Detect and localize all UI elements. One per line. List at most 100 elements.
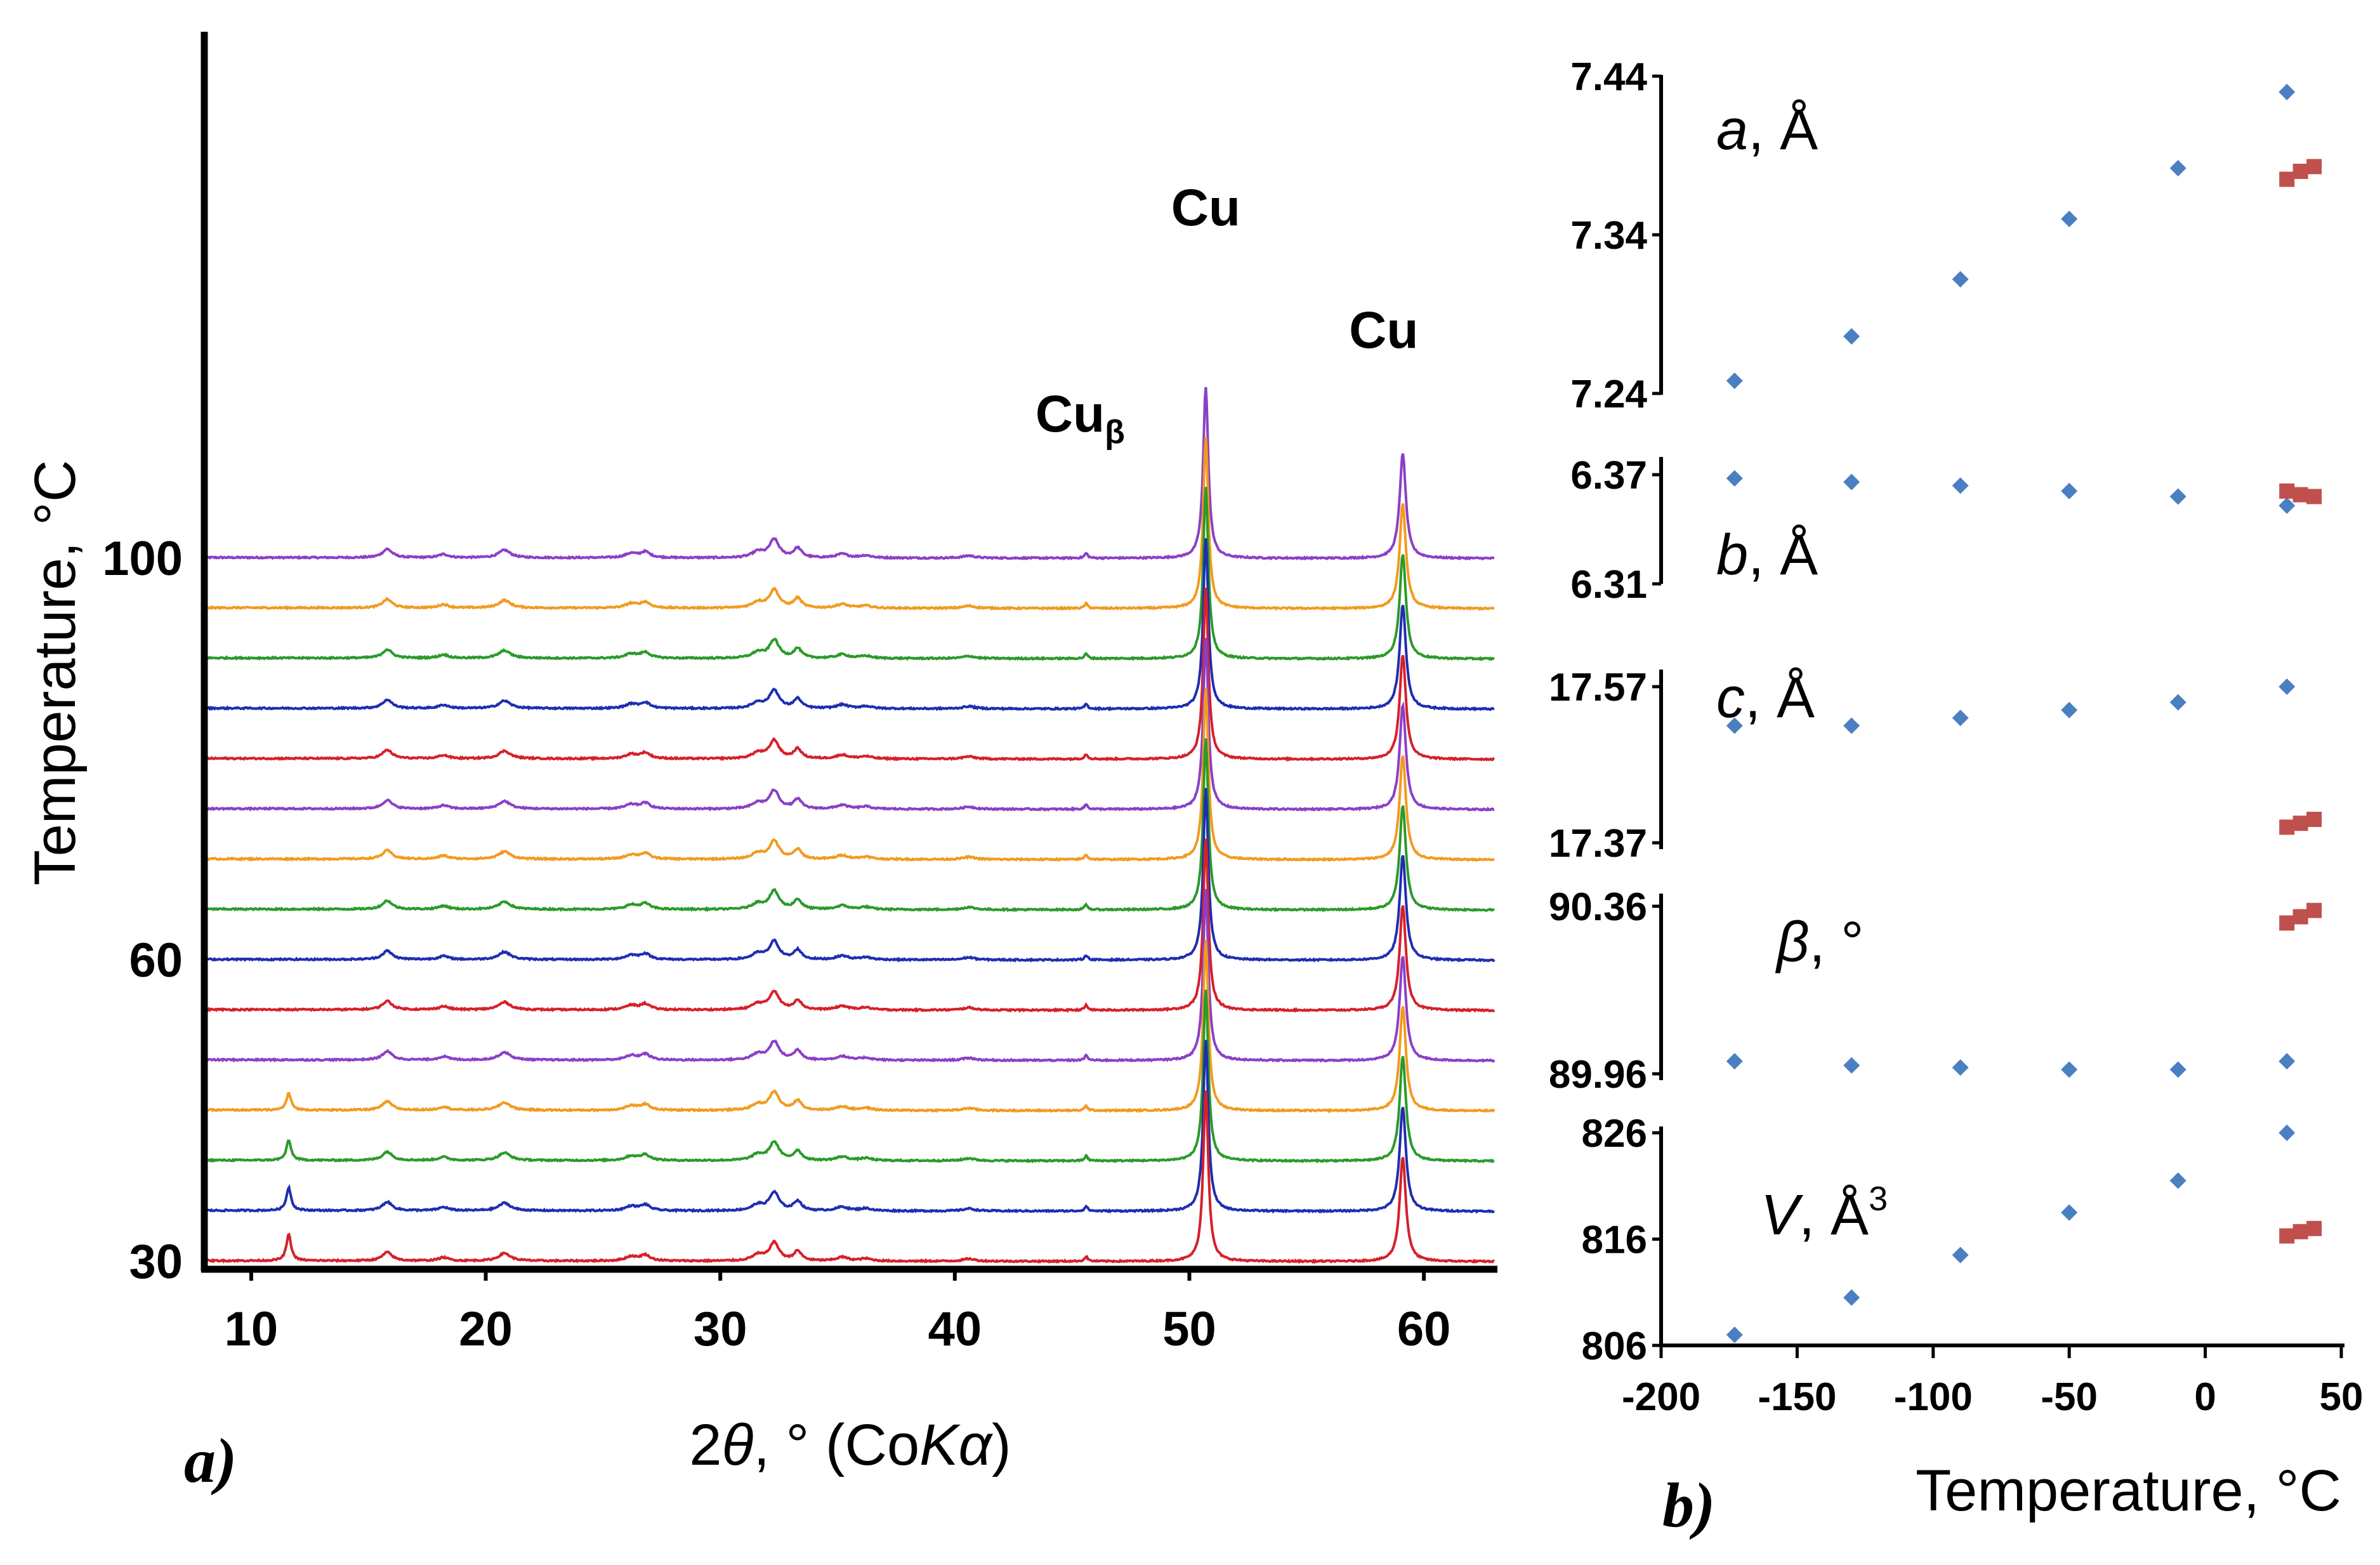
panel-a-x-title: 2θ, ° (CoKα) bbox=[689, 1413, 1011, 1477]
panel-b-x-tick-label: -150 bbox=[1758, 1375, 1836, 1419]
low-t-point bbox=[2061, 701, 2078, 718]
low-t-point bbox=[1726, 1326, 1743, 1344]
high-t-point bbox=[2306, 159, 2322, 175]
subplot-y-tick-label: 7.44 bbox=[1570, 55, 1647, 99]
low-t-point bbox=[1952, 1059, 1969, 1076]
panel-b-x-tick-label: 50 bbox=[2320, 1375, 2364, 1419]
annotation-cu-1: Cu bbox=[1171, 179, 1240, 237]
panel-a-y-ticks: 30 60 100 bbox=[102, 532, 183, 1289]
x-tick-label: 10 bbox=[225, 1302, 279, 1356]
subplot-param-label: c, Å bbox=[1716, 666, 1815, 730]
high-t-point bbox=[2292, 1224, 2308, 1239]
subplot-y-tick-label: 7.34 bbox=[1570, 214, 1647, 258]
low-t-point bbox=[2169, 160, 2186, 176]
low-t-point bbox=[2061, 482, 2078, 499]
x-tick-label: 60 bbox=[1397, 1302, 1451, 1356]
high-t-point bbox=[2292, 909, 2308, 925]
subplot-param-label: V, Å3 bbox=[1761, 1180, 1888, 1247]
param-unit: , Å bbox=[1799, 1184, 1869, 1247]
xrd-trace-90C bbox=[204, 487, 1496, 662]
xrd-trace-80C bbox=[204, 587, 1496, 762]
annotation-cu-beta-sub: β bbox=[1105, 414, 1125, 451]
low-t-point bbox=[1843, 1289, 1860, 1306]
low-t-point bbox=[1843, 717, 1860, 734]
panel-a-y-title: Temperature, °C bbox=[23, 460, 88, 886]
subplot-3: 17.37 17.57 c, Å bbox=[1549, 666, 2322, 866]
xrd-trace-40C bbox=[203, 989, 1495, 1164]
low-t-point bbox=[2278, 1053, 2296, 1070]
low-t-point bbox=[1952, 477, 1969, 494]
panel-a-label: a) bbox=[184, 1425, 237, 1496]
subplot-param-label: β, ° bbox=[1775, 911, 1864, 974]
annotation-cu-beta: Cuβ bbox=[1035, 385, 1125, 451]
low-t-point bbox=[2278, 497, 2296, 514]
high-t-point bbox=[2306, 812, 2322, 828]
low-t-point bbox=[2169, 1061, 2186, 1078]
subplot-4: 89.96 90.36 β, ° bbox=[1549, 885, 2322, 1097]
xrd-trace-65C bbox=[203, 738, 1496, 913]
panel-b-x-title: Temperature, °C bbox=[1916, 1458, 2341, 1523]
low-t-point bbox=[1952, 710, 1969, 727]
xrd-trace-60C bbox=[203, 788, 1496, 963]
xrd-trace-100C bbox=[204, 386, 1494, 561]
x-title-prefix: 2 bbox=[689, 1413, 721, 1477]
subplot-y-tick-label: 6.31 bbox=[1570, 563, 1647, 607]
high-t-point bbox=[2279, 1228, 2295, 1244]
low-t-point bbox=[1843, 1057, 1860, 1074]
xrd-trace-55C bbox=[204, 838, 1496, 1013]
high-t-point bbox=[2306, 489, 2322, 505]
low-t-point bbox=[2169, 488, 2186, 505]
param-symbol: b bbox=[1716, 524, 1748, 587]
high-t-point bbox=[2306, 902, 2322, 918]
low-t-point bbox=[1726, 373, 1743, 389]
subplot-2: 6.31 6.37 b, Å bbox=[1570, 454, 2322, 607]
low-t-point bbox=[2061, 1061, 2078, 1078]
xrd-trace-75C bbox=[203, 638, 1495, 812]
low-t-point bbox=[2169, 694, 2186, 711]
y-tick-label: 30 bbox=[129, 1235, 183, 1289]
low-t-point bbox=[1843, 328, 1860, 345]
subplot-y-tick-label: 17.57 bbox=[1549, 666, 1647, 710]
x-title-theta: θ bbox=[722, 1413, 754, 1477]
xrd-trace-30C bbox=[204, 1090, 1495, 1264]
annotation-cu-beta-main: Cu bbox=[1035, 385, 1105, 443]
subplot-y-tick-label: 90.36 bbox=[1549, 885, 1647, 929]
xrd-trace-85C bbox=[203, 538, 1495, 712]
xrd-trace-95C bbox=[203, 437, 1495, 611]
low-t-point bbox=[1726, 1053, 1743, 1070]
subplot-y-tick-label: 816 bbox=[1582, 1218, 1647, 1262]
subplot-y-tick-label: 17.37 bbox=[1549, 822, 1647, 866]
x-tick-label: 50 bbox=[1162, 1302, 1216, 1356]
high-t-point bbox=[2279, 819, 2295, 835]
xrd-trace-50C bbox=[204, 888, 1496, 1063]
panel-a-x-ticks: 10 20 30 40 50 60 bbox=[225, 1269, 1451, 1356]
panel-b-label: b) bbox=[1662, 1470, 1715, 1540]
panel-b-x-tick-label: -100 bbox=[1894, 1375, 1973, 1419]
low-t-point bbox=[1843, 473, 1860, 491]
param-symbol: c bbox=[1716, 666, 1745, 730]
x-title-alpha: α bbox=[959, 1413, 994, 1477]
low-t-point bbox=[2061, 211, 2078, 227]
param-unit-sup: 3 bbox=[1869, 1180, 1888, 1218]
high-t-point bbox=[2292, 816, 2308, 831]
param-symbol: a bbox=[1716, 98, 1748, 162]
x-title-mid: , ° (Co bbox=[753, 1413, 919, 1477]
panel-b-x-tick-label: 0 bbox=[2194, 1375, 2216, 1419]
xrd-trace-70C bbox=[203, 687, 1495, 862]
panel-b-x-axis-group: -200 -150 -100 -50 0 50 bbox=[1622, 1344, 2364, 1419]
param-unit: , Å bbox=[1748, 98, 1818, 162]
low-t-point bbox=[1952, 1246, 1969, 1264]
low-t-point bbox=[2278, 678, 2296, 695]
high-t-point bbox=[2292, 487, 2308, 503]
high-t-point bbox=[2279, 171, 2295, 187]
low-t-point bbox=[2169, 1172, 2186, 1189]
low-t-point bbox=[1726, 717, 1743, 734]
y-tick-label: 60 bbox=[129, 934, 183, 987]
subplot-y-tick-label: 6.37 bbox=[1570, 454, 1647, 498]
low-t-point bbox=[1726, 470, 1743, 487]
high-t-point bbox=[2292, 164, 2308, 179]
